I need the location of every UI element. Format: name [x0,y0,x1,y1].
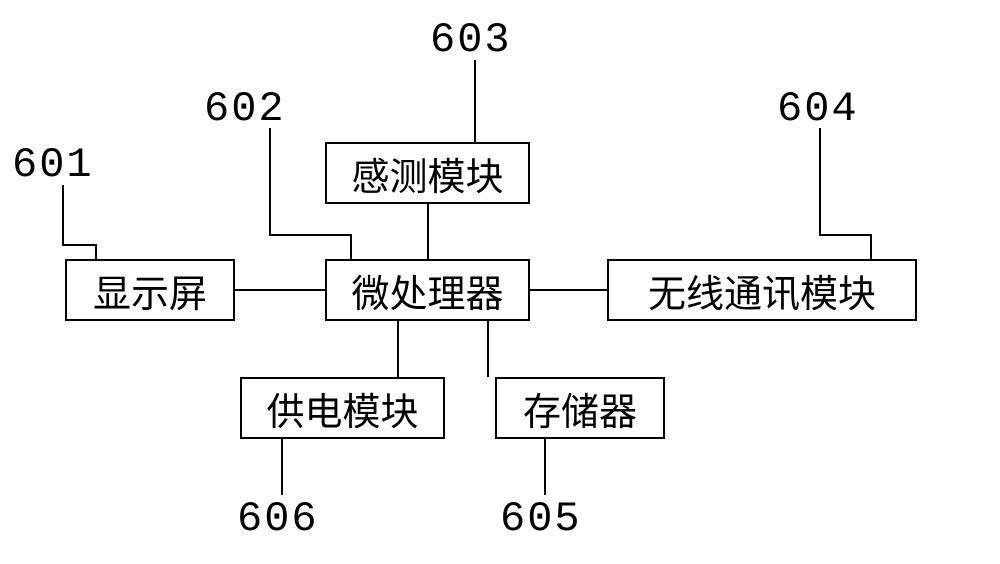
label-605: 605 [500,495,582,543]
line-processor-wireless [530,289,607,291]
leader-601-v2 [95,244,97,259]
label-602: 602 [204,85,286,133]
storage-text: 存储器 [523,381,637,436]
processor-box: 微处理器 [325,259,530,321]
leader-602-v1 [269,128,271,236]
sensing-text: 感测模块 [351,146,503,201]
label-603: 603 [430,16,512,64]
display-box: 显示屏 [65,259,235,321]
label-601: 601 [12,141,94,189]
sensing-box: 感测模块 [325,142,530,204]
leader-604-v1 [819,128,821,236]
power-box: 供电模块 [240,377,445,439]
line-display-processor [235,289,325,291]
wireless-box: 无线通讯模块 [607,259,917,321]
wireless-text: 无线通讯模块 [648,263,876,318]
leader-605 [544,439,546,495]
display-text: 显示屏 [93,263,207,318]
leader-601-h [62,244,97,246]
line-sensing-processor [427,204,429,259]
leader-604-v2 [870,234,872,259]
processor-text: 微处理器 [351,263,503,318]
label-604: 604 [777,85,859,133]
line-processor-power [397,321,399,377]
leader-602-h [269,234,352,236]
leader-604-h [819,234,872,236]
storage-box: 存储器 [495,377,665,439]
leader-602-v2 [350,234,352,259]
label-606: 606 [237,495,319,543]
leader-606 [281,439,283,495]
line-processor-storage [487,321,489,377]
leader-603 [474,60,476,142]
power-text: 供电模块 [266,381,418,436]
leader-601-v1 [62,185,64,245]
